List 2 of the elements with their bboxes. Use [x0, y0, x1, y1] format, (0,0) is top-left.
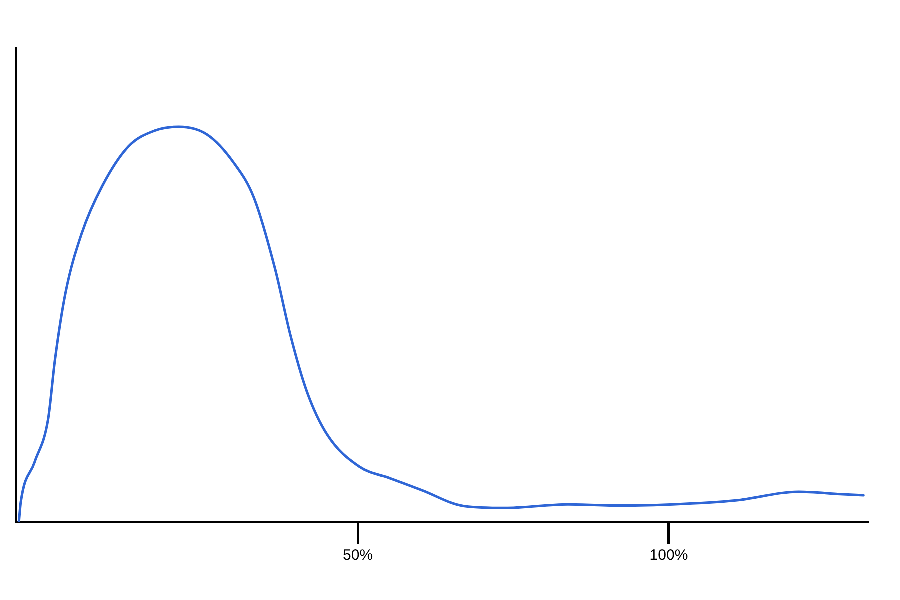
x-tick-label: 100%: [650, 547, 688, 564]
x-tick-label: 50%: [343, 547, 374, 564]
